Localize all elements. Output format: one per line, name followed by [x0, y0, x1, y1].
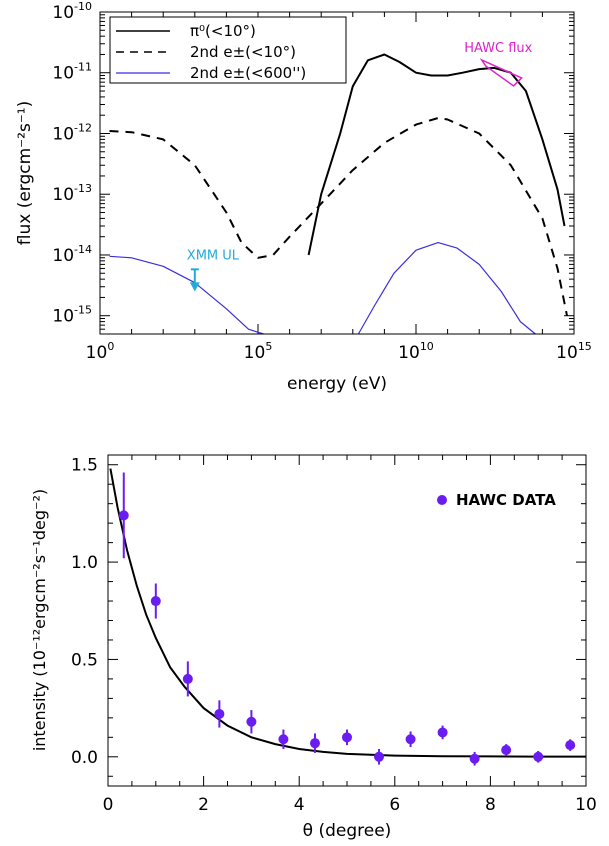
top-series: [109, 53, 568, 335]
top-x-tick-label: 1010: [398, 340, 434, 363]
model-curve: [109, 468, 586, 758]
top-chart: 100 105 1010 1015 10-15 10-14 10-13 10-12 10-11 1…: [15, 0, 592, 394]
hawc-data-point: [182, 673, 193, 684]
top-y-tick-label: 10-14: [52, 243, 92, 266]
hawc-data-point: [501, 744, 512, 755]
legend-label-2nd-e-10: 2nd e±(<10°): [190, 43, 296, 61]
legend-label-hawc: HAWC DATA: [456, 491, 556, 509]
bottom-y-tick-label: 1.0: [71, 553, 98, 573]
hawc-data-point: [533, 751, 544, 762]
hawc-flux-bowtie: [479, 58, 523, 87]
hawc-data-point: [246, 716, 257, 727]
top-y-tick-label: 10-15: [52, 304, 92, 327]
bottom-series: [109, 468, 586, 766]
top-x-tick-label: 105: [244, 340, 273, 363]
bottom-plot-frame: [107, 454, 587, 787]
top-y-tick-label: 10-11: [52, 61, 92, 84]
bottom-legend: HAWC DATA: [437, 491, 556, 509]
hawc-data-point: [309, 738, 320, 749]
top-axis-ticks: [99, 11, 575, 334]
top-annotations: XMM UL HAWC flux: [187, 41, 533, 292]
bottom-x-tick-label: 0: [103, 795, 114, 815]
hawc-flux-label: HAWC flux: [464, 41, 532, 56]
bottom-ylabel: intensity (10⁻¹²ergcm⁻²s⁻¹deg⁻²): [30, 489, 49, 751]
top-plot-frame: [99, 11, 575, 335]
top-y-tick-label: 10-13: [52, 182, 92, 205]
hawc-data-point: [437, 727, 448, 738]
bottom-xlabel: θ (degree): [303, 821, 392, 841]
top-legend: π⁰(<10°) 2nd e±(<10°) 2nd e±(<600''): [109, 16, 347, 84]
top-ylabel: flux (ergcm⁻²s⁻¹): [15, 101, 35, 246]
bottom-x-tick-label: 4: [294, 795, 305, 815]
bottom-x-tick-label: 2: [198, 795, 209, 815]
bottom-chart: 0 2 4 6 8 10 0.0 0.5 1.0 1.5 HAWC DATA θ (degree)…: [30, 454, 597, 841]
series-line-pi0: [307, 53, 566, 256]
legend-marker-hawc: [437, 495, 447, 505]
bottom-x-tick-label: 10: [575, 795, 597, 815]
top-x-tick-label: 1015: [556, 340, 592, 363]
hawc-data-point: [469, 753, 480, 764]
hawc-data-point: [565, 740, 576, 751]
legend-box: [109, 16, 347, 84]
series-line-2nd-e-10: [109, 117, 568, 316]
hawc-data-point: [405, 734, 416, 745]
bottom-x-tick-label: 8: [485, 795, 496, 815]
top-y-tick-label: 10-10: [52, 0, 92, 23]
bottom-axis-ticks: [107, 455, 587, 786]
bottom-y-tick-label: 1.5: [71, 456, 98, 476]
legend-label-2nd-e-600: 2nd e±(<600''): [190, 64, 306, 82]
bottom-tick-labels: 0 2 4 6 8 10 0.0 0.5 1.0 1.5: [71, 456, 597, 815]
xmm-ul-arrow-head: [189, 282, 200, 292]
series-line-2nd-e-600-low: [109, 255, 264, 335]
legend-label-pi0: π⁰(<10°): [190, 22, 256, 40]
series-line-2nd-e-600-high: [357, 242, 536, 335]
hawc-data-point: [342, 732, 352, 743]
hawc-data-point: [214, 708, 225, 719]
top-xlabel: energy (eV): [287, 374, 387, 394]
bottom-x-tick-label: 6: [389, 795, 400, 815]
hawc-data-point: [150, 596, 161, 607]
bottom-y-tick-label: 0.0: [71, 748, 98, 768]
top-tick-labels: 100 105 1010 1015 10-15 10-14 10-13 10-12 10-11 1…: [52, 0, 591, 363]
top-y-tick-label: 10-12: [52, 121, 92, 144]
hawc-data-point: [278, 734, 289, 745]
top-x-tick-label: 100: [86, 340, 115, 363]
hawc-data-point: [118, 510, 129, 521]
bottom-y-tick-label: 0.5: [71, 650, 98, 670]
hawc-data-point: [374, 751, 385, 762]
xmm-ul-label: XMM UL: [187, 248, 240, 263]
